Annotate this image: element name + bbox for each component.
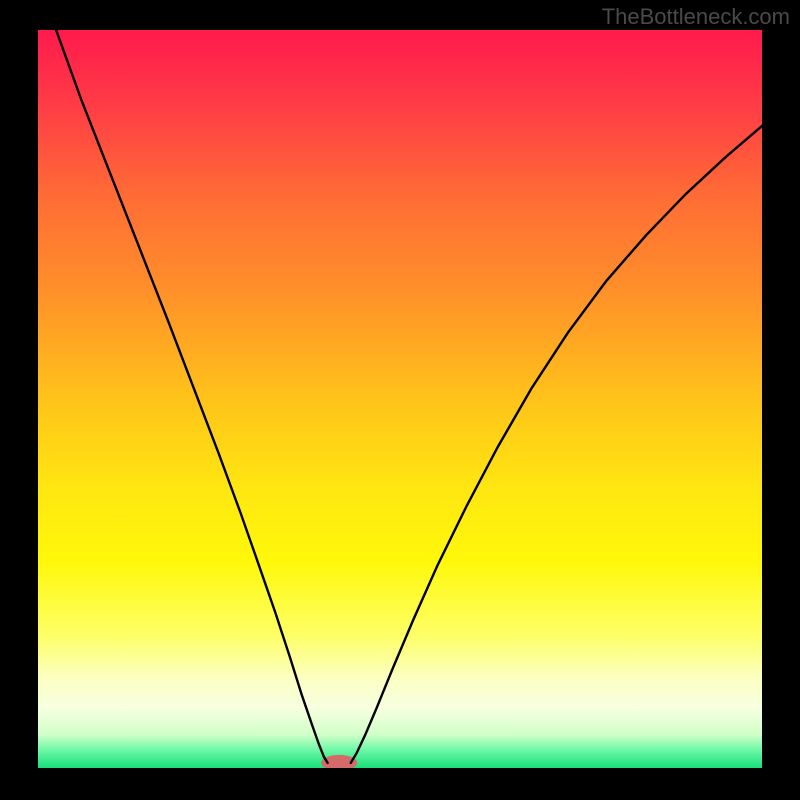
curve-right bbox=[351, 126, 762, 763]
plot-svg bbox=[38, 30, 762, 768]
plot-area bbox=[38, 30, 762, 768]
chart-canvas: TheBottleneck.com bbox=[0, 0, 800, 800]
watermark-text: TheBottleneck.com bbox=[602, 4, 790, 30]
curve-left bbox=[56, 30, 328, 763]
